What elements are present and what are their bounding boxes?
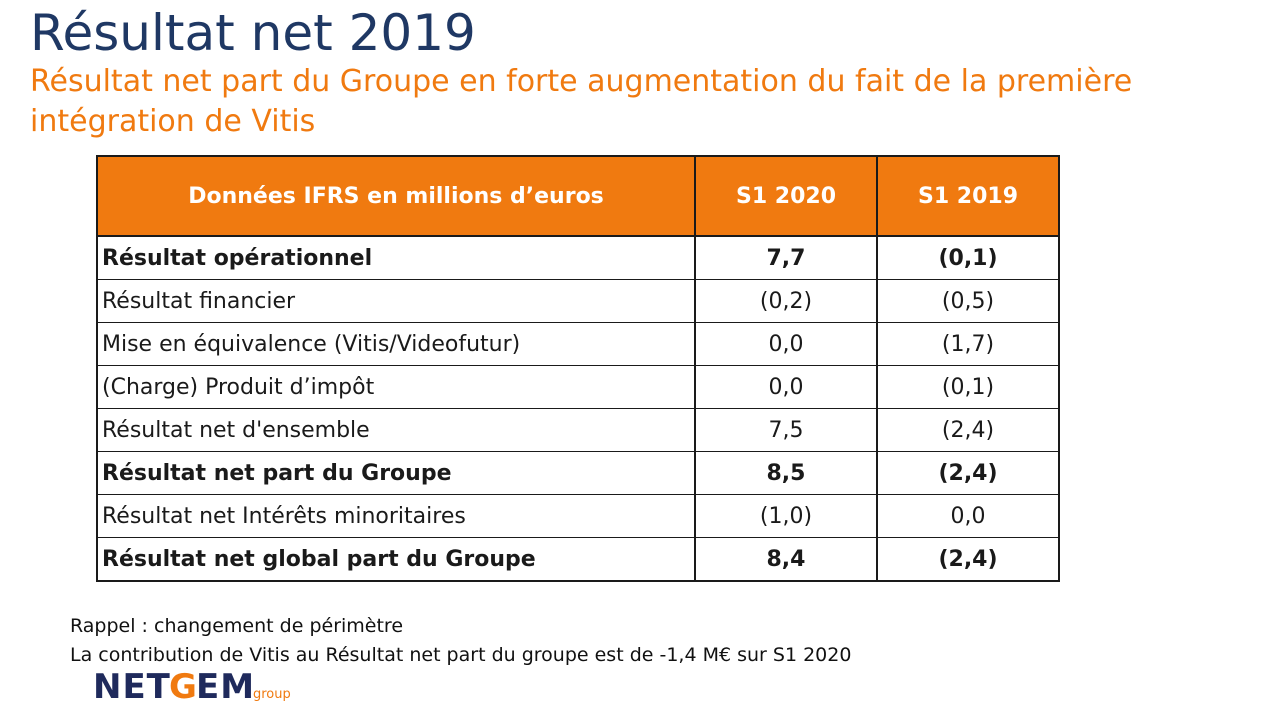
row-label: Résultat net d'ensemble <box>96 408 696 452</box>
row-label: Résultat net Intérêts minoritaires <box>96 494 696 538</box>
row-s1-2020-value: 0,0 <box>694 365 878 409</box>
results-table-container: Données IFRS en millions d’euros S1 2020… <box>96 155 1060 582</box>
notes: Rappel : changement de périmètre La cont… <box>70 612 851 670</box>
row-s1-2020-value: (1,0) <box>694 494 878 538</box>
row-s1-2019-value: (0,1) <box>876 235 1060 280</box>
row-s1-2020-value: 7,5 <box>694 408 878 452</box>
table-row: Résultat net d'ensemble 7,5 (2,4) <box>96 408 1060 452</box>
page-title: Résultat net 2019 <box>30 4 476 62</box>
netgem-logo: NET G EM group <box>93 667 303 708</box>
svg-text:EM: EM <box>196 668 255 707</box>
table-row: Résultat net global part du Groupe 8,4 (2,… <box>96 537 1060 582</box>
row-s1-2019-value: (2,4) <box>876 537 1060 582</box>
row-label: Mise en équivalence (Vitis/Videofutur) <box>96 322 696 366</box>
note-line-1: Rappel : changement de périmètre <box>70 615 404 637</box>
row-s1-2019-value: (1,7) <box>876 322 1060 366</box>
row-label: Résultat financier <box>96 279 696 323</box>
row-s1-2019-value: 0,0 <box>876 494 1060 538</box>
note-line-2: La contribution de Vitis au Résultat net… <box>70 644 852 666</box>
table-header-row: Données IFRS en millions d’euros S1 2020… <box>96 155 1060 237</box>
svg-text:NET: NET <box>93 668 171 707</box>
row-s1-2019-value: (0,5) <box>876 279 1060 323</box>
row-s1-2019-value: (0,1) <box>876 365 1060 409</box>
header-s1-2019: S1 2019 <box>876 155 1060 237</box>
table-row: Résultat opérationnel 7,7 (0,1) <box>96 235 1060 280</box>
table-row: Résultat net part du Groupe 8,5 (2,4) <box>96 451 1060 495</box>
row-s1-2020-value: 7,7 <box>694 235 878 280</box>
row-label: Résultat net part du Groupe <box>96 451 696 495</box>
svg-text:group: group <box>253 687 291 702</box>
row-label: (Charge) Produit d’impôt <box>96 365 696 409</box>
svg-text:G: G <box>169 668 197 707</box>
header-s1-2020: S1 2020 <box>694 155 878 237</box>
row-s1-2020-value: (0,2) <box>694 279 878 323</box>
header-label: Données IFRS en millions d’euros <box>96 155 696 237</box>
row-s1-2019-value: (2,4) <box>876 451 1060 495</box>
row-s1-2019-value: (2,4) <box>876 408 1060 452</box>
netgem-logo-mark: NET G EM group <box>93 667 291 707</box>
table-row: Résultat financier (0,2) (0,5) <box>96 279 1060 323</box>
row-label: Résultat opérationnel <box>96 235 696 280</box>
page-subtitle: Résultat net part du Groupe en forte aug… <box>30 64 1133 139</box>
row-label: Résultat net global part du Groupe <box>96 537 696 582</box>
table-row: Résultat net Intérêts minoritaires (1,0) 0… <box>96 494 1060 538</box>
row-s1-2020-value: 8,4 <box>694 537 878 582</box>
results-table: Données IFRS en millions d’euros S1 2020… <box>96 155 1060 582</box>
table-row: Mise en équivalence (Vitis/Videofutur) 0,… <box>96 322 1060 366</box>
row-s1-2020-value: 0,0 <box>694 322 878 366</box>
table-row: (Charge) Produit d’impôt 0,0 (0,1) <box>96 365 1060 409</box>
row-s1-2020-value: 8,5 <box>694 451 878 495</box>
